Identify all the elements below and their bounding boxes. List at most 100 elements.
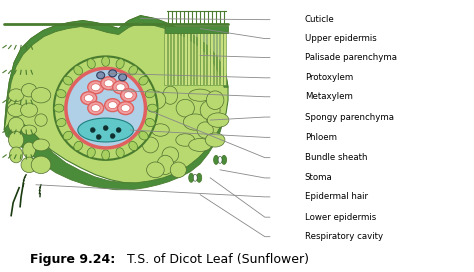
Bar — [217, 29, 219, 85]
Ellipse shape — [104, 80, 113, 87]
Bar — [214, 29, 216, 85]
Circle shape — [116, 128, 121, 132]
Ellipse shape — [139, 131, 148, 140]
Ellipse shape — [116, 59, 124, 69]
Ellipse shape — [21, 84, 36, 97]
Bar — [168, 29, 170, 85]
Ellipse shape — [9, 117, 24, 133]
Ellipse shape — [170, 162, 186, 178]
Ellipse shape — [97, 72, 105, 79]
Ellipse shape — [54, 104, 64, 112]
Bar — [174, 29, 177, 85]
Ellipse shape — [139, 76, 148, 85]
Ellipse shape — [102, 56, 109, 66]
Ellipse shape — [91, 105, 100, 112]
Ellipse shape — [91, 84, 100, 91]
Text: Stoma: Stoma — [305, 174, 332, 183]
Bar — [191, 29, 193, 85]
Ellipse shape — [145, 89, 155, 98]
Ellipse shape — [120, 89, 137, 102]
Ellipse shape — [162, 147, 179, 163]
Bar — [194, 29, 196, 85]
Ellipse shape — [189, 89, 212, 101]
Ellipse shape — [9, 131, 24, 149]
Bar — [181, 29, 183, 85]
Ellipse shape — [147, 104, 157, 112]
Ellipse shape — [176, 99, 194, 117]
Ellipse shape — [63, 131, 73, 140]
Ellipse shape — [100, 77, 117, 90]
Bar — [223, 29, 226, 85]
Text: Protoxylem: Protoxylem — [305, 73, 353, 82]
Bar — [165, 26, 228, 33]
Text: Bundle sheath: Bundle sheath — [305, 153, 367, 162]
Ellipse shape — [20, 103, 37, 117]
Ellipse shape — [35, 114, 47, 126]
Bar — [204, 29, 206, 85]
Text: Spongy parenchyma: Spongy parenchyma — [305, 113, 393, 122]
Bar — [197, 29, 200, 85]
Ellipse shape — [146, 162, 164, 178]
Text: Respiratory cavity: Respiratory cavity — [305, 232, 383, 241]
Ellipse shape — [131, 86, 150, 104]
Polygon shape — [4, 118, 222, 190]
Ellipse shape — [113, 81, 128, 94]
Ellipse shape — [116, 148, 124, 157]
Ellipse shape — [152, 124, 169, 136]
Ellipse shape — [33, 139, 49, 151]
Text: Epidermal hair: Epidermal hair — [305, 192, 368, 201]
Ellipse shape — [21, 125, 36, 135]
Ellipse shape — [74, 66, 82, 75]
Ellipse shape — [21, 157, 37, 173]
Ellipse shape — [87, 148, 95, 157]
Text: Palisade parenchyma: Palisade parenchyma — [305, 53, 397, 62]
Polygon shape — [4, 16, 228, 130]
Ellipse shape — [23, 142, 36, 158]
Bar — [164, 29, 167, 85]
Ellipse shape — [129, 141, 137, 151]
Ellipse shape — [81, 92, 97, 105]
Ellipse shape — [189, 138, 212, 152]
Ellipse shape — [88, 102, 104, 115]
Ellipse shape — [9, 89, 24, 101]
Text: Cuticle: Cuticle — [305, 15, 334, 24]
Circle shape — [66, 68, 146, 148]
Ellipse shape — [74, 141, 82, 151]
Text: Phloem: Phloem — [305, 133, 337, 142]
Text: T.S. of Dicot Leaf (Sunflower): T.S. of Dicot Leaf (Sunflower) — [118, 253, 309, 266]
Bar — [201, 29, 203, 85]
Text: Upper epidermis: Upper epidermis — [305, 34, 376, 43]
Ellipse shape — [109, 70, 117, 77]
Ellipse shape — [102, 150, 109, 160]
Ellipse shape — [197, 122, 213, 138]
Ellipse shape — [163, 86, 178, 104]
Ellipse shape — [189, 173, 194, 182]
Circle shape — [54, 56, 157, 160]
Ellipse shape — [205, 133, 225, 147]
Text: Figure 9.24:: Figure 9.24: — [30, 253, 116, 266]
Ellipse shape — [56, 89, 66, 98]
Ellipse shape — [176, 134, 195, 146]
Text: Lower epidermis: Lower epidermis — [305, 213, 376, 222]
Ellipse shape — [200, 100, 220, 120]
Bar — [187, 29, 190, 85]
Ellipse shape — [87, 59, 95, 69]
Ellipse shape — [206, 91, 224, 110]
Ellipse shape — [157, 155, 174, 174]
Text: Metaxylem: Metaxylem — [305, 92, 353, 101]
Circle shape — [96, 135, 101, 140]
Ellipse shape — [193, 174, 197, 181]
Ellipse shape — [135, 112, 156, 128]
Ellipse shape — [214, 155, 219, 164]
Ellipse shape — [108, 102, 117, 109]
Bar — [177, 29, 180, 85]
Ellipse shape — [56, 119, 66, 127]
Ellipse shape — [118, 74, 127, 81]
Ellipse shape — [207, 113, 229, 127]
Ellipse shape — [63, 76, 73, 85]
Ellipse shape — [143, 137, 158, 153]
Ellipse shape — [31, 156, 51, 174]
Bar — [207, 29, 210, 85]
Ellipse shape — [129, 66, 137, 75]
Bar — [184, 29, 187, 85]
